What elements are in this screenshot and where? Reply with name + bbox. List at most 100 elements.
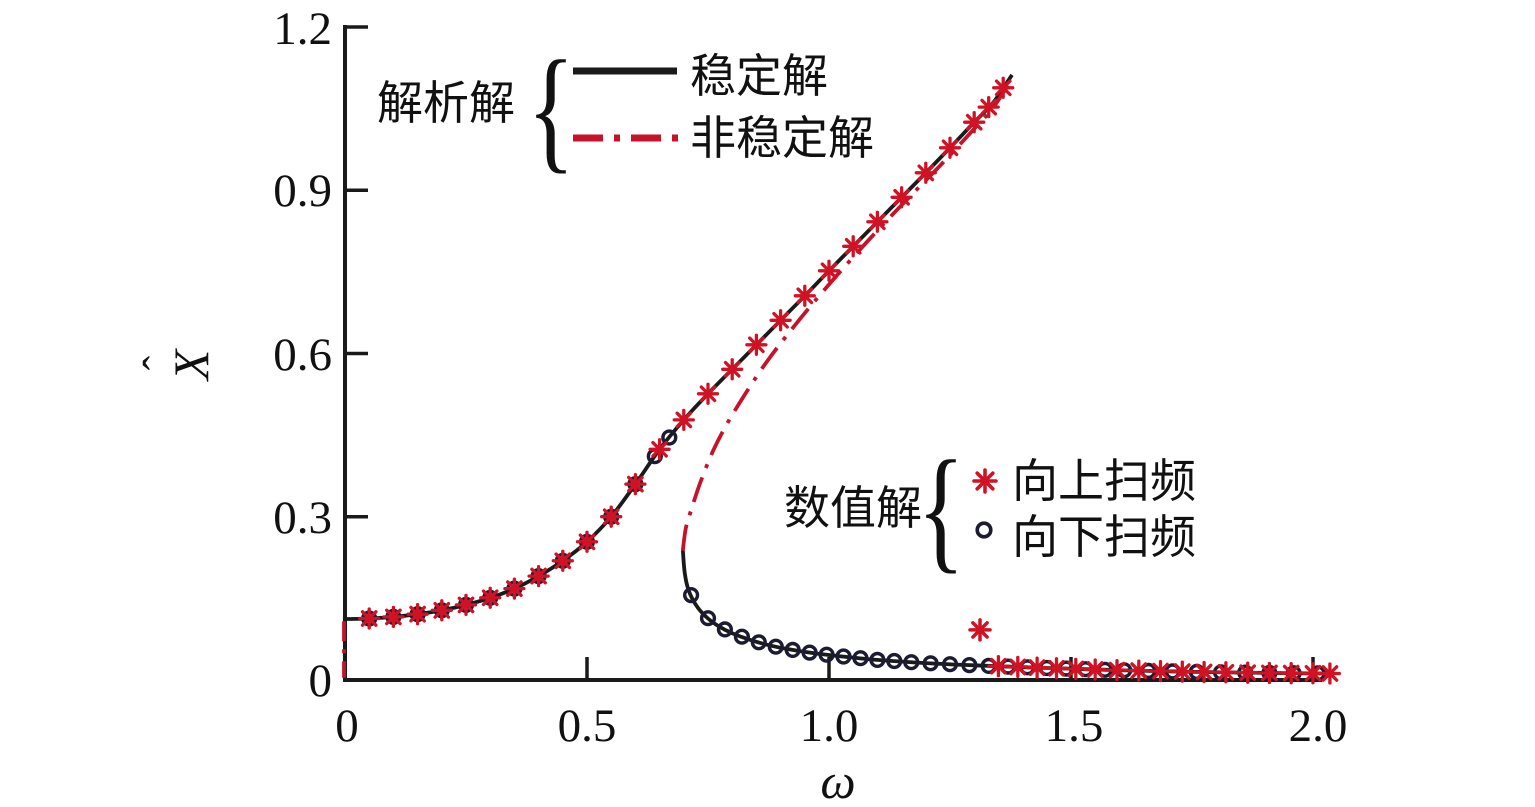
up-sweep-asterisk-marker	[769, 309, 792, 332]
x-tick-0: 0	[335, 700, 359, 752]
y-tick-0: 0	[309, 655, 333, 707]
stable-solution-curve-lower	[680, 550, 1328, 676]
left-brace-icon: {	[527, 33, 575, 186]
up-sweep-asterisk-marker	[1214, 661, 1238, 684]
y-tick-1.2: 1.2	[273, 3, 332, 55]
up-sweep-asterisk-marker	[430, 599, 453, 622]
up-sweep-asterisk-marker	[1318, 662, 1342, 685]
legend-analytical: 解析解 { 稳定解 非稳定解	[377, 33, 874, 186]
up-sweep-asterisk-marker	[527, 564, 550, 588]
up-sweep-asterisk-marker	[624, 472, 647, 496]
up-sweep-asterisk-marker	[1064, 657, 1087, 681]
y-axis-label: X ˆ	[135, 347, 219, 382]
up-sweep-asterisk-marker	[1045, 657, 1068, 680]
down-sweep-circle-marker	[818, 646, 835, 663]
up-sweep-asterisk-marker	[1084, 658, 1107, 681]
down-sweep-circle-marker	[767, 638, 784, 655]
up-sweep-asterisk-marker	[987, 655, 1010, 678]
up-sweep-asterisk-marker	[745, 333, 768, 356]
up-sweep-asterisk-marker	[1171, 660, 1194, 683]
down-sweep-circle-marker	[682, 586, 700, 604]
down-sweep-circle-marker	[716, 621, 734, 638]
up-sweep-asterisk-marker	[479, 586, 502, 609]
up-sweep-asterisk-marker	[454, 593, 478, 617]
down-sweep-circle-marker	[733, 628, 751, 645]
down-sweep-circle-marker	[941, 656, 959, 673]
unstable-solution-curve	[680, 77, 1014, 551]
up-sweep-asterisk-marker	[1149, 659, 1172, 683]
down-sweep-circle-marker	[869, 651, 886, 669]
up-sweep-asterisk-marker	[938, 136, 962, 159]
up-sweep-asterisk-marker	[1025, 656, 1049, 679]
stable-solution-curve-upper	[344, 73, 1014, 621]
up-sweep-asterisk-marker	[1258, 661, 1281, 685]
up-sweep-asterisk-marker	[575, 530, 599, 553]
up-sweep-asterisk-marker	[963, 111, 986, 134]
up-sweep-asterisk-marker	[842, 235, 865, 258]
down-sweep-circle-marker	[784, 641, 801, 659]
svg-text:{: {	[917, 433, 965, 586]
up-sweep-asterisk-marker	[793, 284, 816, 307]
up-sweep-asterisk-marker	[696, 382, 720, 405]
svg-text:{: {	[527, 33, 575, 186]
down-sweep-circle-marker	[699, 610, 717, 627]
y-axis-ticks	[345, 25, 368, 519]
up-sweep-asterisk-marker	[721, 358, 744, 381]
legend-stable-label: 稳定解	[690, 51, 828, 102]
legend-downsweep-label: 向下扫频	[1012, 512, 1196, 563]
x-tick-0.5: 0.5	[558, 700, 617, 752]
up-sweep-asterisk-marker	[1006, 655, 1029, 679]
plot-markers	[358, 76, 1342, 685]
up-sweep-asterisk-marker	[406, 603, 429, 626]
jump-down-asterisk-marker	[968, 618, 992, 642]
asterisk-marker-icon	[972, 468, 998, 494]
legend-numerical-title: 数值解	[784, 483, 922, 534]
asterisk-marker-sample	[972, 468, 998, 494]
up-sweep-asterisk-marker	[1280, 662, 1303, 685]
up-sweep-asterisk-marker	[992, 76, 1015, 99]
circle-marker-icon	[975, 521, 993, 539]
down-sweep-circle-marker	[903, 654, 920, 671]
x-tick-2.0: 2.0	[1289, 700, 1348, 752]
up-sweep-asterisk-marker	[1105, 658, 1129, 682]
y-axis-label-base: X	[163, 347, 219, 382]
down-sweep-circle-marker	[835, 648, 852, 665]
legend-analytical-title: 解析解	[377, 78, 515, 129]
y-tick-0.9: 0.9	[273, 165, 332, 217]
x-axis-label: ω	[820, 753, 855, 807]
up-sweep-asterisk-marker	[672, 408, 695, 432]
up-sweep-asterisk-marker	[358, 607, 381, 630]
y-tick-0.6: 0.6	[273, 329, 332, 381]
up-sweep-asterisk-marker	[1192, 660, 1216, 684]
down-sweep-circle-marker	[852, 650, 869, 667]
down-sweep-circle-marker	[886, 652, 903, 670]
y-tick-0.3: 0.3	[273, 492, 332, 544]
up-sweep-asterisk-marker	[890, 186, 913, 209]
down-sweep-circle-marker	[961, 656, 978, 674]
up-sweep-asterisk-marker	[977, 95, 1000, 119]
up-sweep-asterisk-marker	[648, 438, 671, 461]
up-sweep-asterisk-marker	[1236, 661, 1259, 684]
down-sweep-circle-marker	[922, 655, 939, 672]
y-axis-tick-labels: 0 0.3 0.6 0.9 1.2	[273, 3, 332, 707]
up-sweep-asterisk-marker	[817, 259, 841, 282]
up-sweep-asterisk-marker	[600, 505, 623, 528]
left-brace-icon: {	[917, 433, 965, 586]
x-tick-1.0: 1.0	[800, 700, 859, 752]
up-sweep-asterisk-marker	[866, 210, 889, 233]
down-sweep-circle-marker	[801, 644, 818, 661]
y-axis-label-hat: ˆ	[135, 355, 184, 370]
down-sweep-circle-marker	[750, 634, 767, 651]
down-sweep-circle-marker	[661, 429, 678, 446]
up-sweep-asterisk-marker	[551, 549, 574, 572]
legend-numerical: 数值解 { 向上扫频 向下扫频	[784, 433, 1196, 586]
legend-upsweep-label: 向上扫频	[1012, 456, 1196, 507]
x-axis-tick-labels: 0 0.5 1.0 1.5 2.0	[335, 700, 1347, 752]
up-sweep-asterisk-marker	[1127, 659, 1150, 682]
up-sweep-asterisk-marker	[503, 577, 526, 600]
up-sweep-asterisk-marker	[914, 161, 937, 184]
up-sweep-asterisk-marker	[382, 605, 405, 629]
legend-unstable-label: 非稳定解	[690, 113, 874, 164]
